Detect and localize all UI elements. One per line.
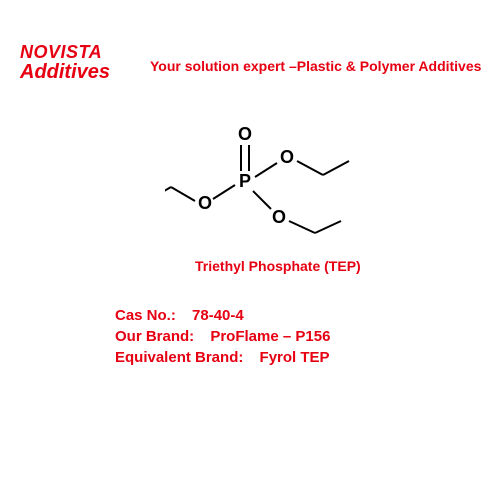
equiv-value: Fyrol TEP xyxy=(260,349,330,366)
info-block: Cas No.: 78-40-4 Our Brand: ProFlame – P… xyxy=(115,305,330,368)
info-row-brand: Our Brand: ProFlame – P156 xyxy=(115,326,330,347)
atom-o-left: O xyxy=(198,193,212,213)
brand-label: Our Brand: xyxy=(115,328,194,345)
logo-sub-text: Additives xyxy=(20,61,110,84)
info-row-cas: Cas No.: 78-40-4 xyxy=(115,305,330,326)
bond-o-c-lower xyxy=(289,221,315,233)
compound-name: Triethyl Phosphate (TEP) xyxy=(195,258,361,274)
bond-c-c-lower xyxy=(315,221,341,233)
atom-o-lower: O xyxy=(272,207,286,227)
cas-label: Cas No.: xyxy=(115,307,176,324)
atom-p: P xyxy=(239,171,251,191)
bond-p-o-lower xyxy=(253,191,271,209)
cas-value: 78-40-4 xyxy=(192,307,244,324)
chemical-structure: P O O O O xyxy=(165,105,365,245)
bond-p-o-left xyxy=(213,185,235,199)
logo-rest: OVISTA xyxy=(34,42,103,62)
structure-svg: P O O O O xyxy=(165,105,365,245)
logo-main-text: NOVISTA xyxy=(20,42,110,63)
atom-o-right: O xyxy=(280,147,294,167)
atom-o-top: O xyxy=(238,124,252,144)
brand-value: ProFlame – P156 xyxy=(210,328,330,345)
equiv-label: Equivalent Brand: xyxy=(115,349,243,366)
bond-c-c-right xyxy=(323,161,349,175)
bond-p-o-right xyxy=(255,163,277,177)
bond-o-c-left xyxy=(171,187,195,201)
brand-logo: NOVISTA Additives xyxy=(20,42,110,84)
info-row-equiv: Equivalent Brand: Fyrol TEP xyxy=(115,347,330,368)
tagline-text: Your solution expert –Plastic & Polymer … xyxy=(150,58,481,74)
bond-o-c-right xyxy=(297,161,323,175)
bond-c-c-left xyxy=(165,187,171,201)
